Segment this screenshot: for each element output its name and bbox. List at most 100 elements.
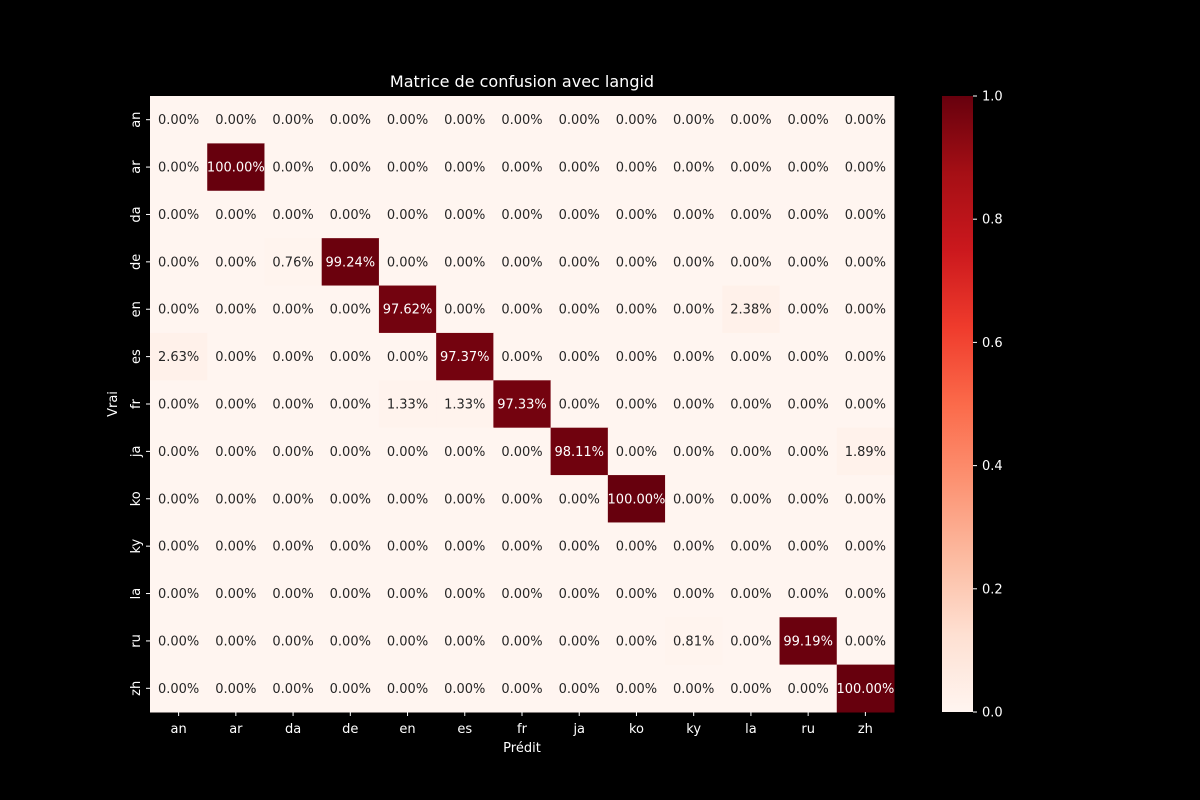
heatmap-cell — [378, 617, 437, 666]
heatmap-cell — [607, 475, 666, 523]
cell-value-label: 0.00% — [616, 445, 657, 460]
cell-value-label: 0.00% — [673, 255, 714, 270]
cell-value-label: 0.00% — [559, 587, 600, 602]
cell-value-label: 0.00% — [330, 682, 371, 697]
heatmap-cell — [607, 190, 666, 239]
cell-value-label: 0.00% — [215, 540, 256, 555]
x-axis-ticks: an ar da de en es fr ja ko ky la ru zh — [171, 712, 873, 737]
colorbar-tick-label: 0.4 — [982, 459, 1003, 474]
heatmap-cell — [264, 427, 323, 476]
cell-value-label: 0.00% — [673, 113, 714, 128]
heatmap-cell — [493, 190, 552, 239]
heatmap-cell — [550, 190, 609, 239]
heatmap-cell — [779, 96, 838, 144]
cell-value-label: 0.76% — [272, 255, 313, 270]
y-tick-label: zh — [129, 681, 144, 696]
cell-value-label: 97.33% — [497, 398, 547, 413]
y-axis-ticks: an ar da de en es fr ja ko ky la ru zh — [129, 112, 150, 696]
cell-value-label: 0.00% — [730, 540, 771, 555]
cell-value-label: 0.00% — [272, 303, 313, 318]
cell-value-label: 0.00% — [387, 587, 428, 602]
cell-value-label: 0.00% — [673, 492, 714, 507]
cell-value-label: 0.00% — [673, 161, 714, 176]
cell-value-label: 0.00% — [330, 492, 371, 507]
cell-value-label: 0.00% — [330, 634, 371, 649]
heatmap-cell — [378, 664, 437, 713]
heatmap-cell — [378, 380, 437, 429]
heatmap-cell — [665, 427, 723, 476]
cell-value-label: 0.00% — [330, 587, 371, 602]
heatmap-cell — [836, 285, 895, 334]
heatmap-cell — [436, 96, 494, 144]
heatmap-cell — [150, 522, 208, 571]
cell-value-label: 0.00% — [215, 255, 256, 270]
cell-value-label: 0.00% — [730, 445, 771, 460]
cell-value-label: 0.00% — [730, 350, 771, 365]
cell-value-label: 0.00% — [730, 161, 771, 176]
cell-value-label: 2.63% — [158, 350, 199, 365]
cell-value-label: 1.33% — [387, 398, 428, 413]
heatmap-cell — [207, 380, 265, 429]
cell-value-label: 0.00% — [501, 303, 542, 318]
cell-value-label: 0.00% — [387, 682, 428, 697]
cell-value-label: 100.00% — [608, 492, 666, 507]
heatmap-cell — [264, 617, 323, 666]
cell-value-label: 0.00% — [272, 445, 313, 460]
heatmap-cell — [436, 143, 494, 192]
heatmap-cell — [264, 475, 323, 523]
cell-value-label: 0.00% — [673, 303, 714, 318]
cell-value-label: 0.00% — [501, 255, 542, 270]
x-tick-label: en — [399, 722, 415, 737]
cell-value-label: 0.00% — [673, 445, 714, 460]
y-tick-label: en — [129, 301, 144, 317]
heatmap-cell — [836, 238, 895, 287]
cell-value-label: 0.00% — [787, 445, 828, 460]
cell-value-label: 0.00% — [501, 350, 542, 365]
heatmap-cell — [836, 96, 895, 144]
heatmap-cell — [722, 380, 781, 429]
heatmap-cell — [722, 475, 781, 523]
heatmap-cell — [207, 332, 265, 381]
heatmap-cell — [493, 664, 552, 713]
heatmap-cell — [607, 617, 666, 666]
heatmap-cell — [378, 475, 437, 523]
cell-value-label: 0.00% — [158, 540, 199, 555]
cell-value-label: 0.00% — [845, 255, 886, 270]
heatmap-cell — [665, 285, 723, 334]
y-tick-label: ko — [129, 491, 144, 506]
cell-value-label: 0.00% — [158, 445, 199, 460]
cell-value-label: 0.00% — [559, 161, 600, 176]
heatmap-cell — [378, 427, 437, 476]
heatmap-cell — [321, 96, 380, 144]
heatmap-cell — [493, 522, 552, 571]
cell-value-label: 0.00% — [330, 208, 371, 223]
heatmap-cell — [550, 285, 609, 334]
heatmap-cell — [550, 664, 609, 713]
colorbar-tick-label: 0.6 — [982, 336, 1003, 351]
heatmap-cell — [722, 617, 781, 666]
y-tick-label: ky — [129, 538, 144, 553]
cell-value-label: 0.00% — [330, 350, 371, 365]
heatmap-cell — [779, 332, 838, 381]
heatmap-cell — [722, 664, 781, 713]
heatmap-cell — [207, 522, 265, 571]
cell-value-label: 99.19% — [783, 634, 833, 649]
heatmap-cell — [493, 617, 552, 666]
heatmap-cell — [264, 190, 323, 239]
heatmap-cell — [493, 285, 552, 334]
heatmap-cell — [722, 238, 781, 287]
heatmap-cell — [150, 380, 208, 429]
heatmap-cell — [150, 617, 208, 666]
heatmap-cell — [607, 143, 666, 192]
cell-value-label: 0.00% — [387, 113, 428, 128]
cell-value-label: 0.00% — [158, 682, 199, 697]
heatmap-cell — [264, 332, 323, 381]
heatmap-cell — [493, 143, 552, 192]
cell-value-label: 0.00% — [387, 445, 428, 460]
cell-value-label: 0.00% — [444, 587, 485, 602]
cell-value-label: 0.00% — [444, 445, 485, 460]
cell-value-label: 0.00% — [730, 492, 771, 507]
cell-value-label: 0.00% — [559, 303, 600, 318]
cell-value-label: 0.00% — [730, 255, 771, 270]
heatmap-cell — [836, 664, 895, 713]
